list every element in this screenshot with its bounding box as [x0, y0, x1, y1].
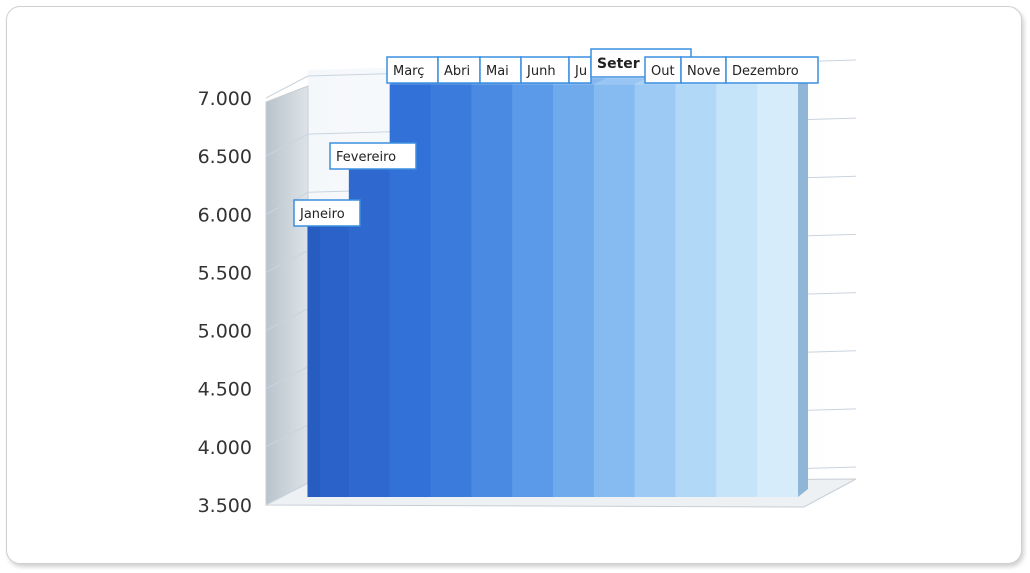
side-gridline [265, 482, 309, 506]
bar-side-face [307, 217, 320, 497]
data-label: Ju [568, 56, 592, 84]
side-gridline [265, 249, 309, 273]
svg-text:Seter: Seter [597, 56, 640, 72]
y-tick-label: 5.500 [198, 262, 252, 284]
data-label: Dezembro [725, 56, 819, 84]
side-gridline [265, 191, 309, 215]
svg-text:Out: Out [651, 64, 675, 79]
bar [553, 78, 608, 497]
svg-text:Junh: Junh [526, 64, 556, 79]
bar [757, 78, 812, 497]
side-gridline [265, 308, 309, 332]
side-gridline [265, 133, 309, 157]
data-labels: Janeiro Fevereiro Març Abri Mai Junh Ju Seter Ou… [293, 48, 819, 227]
y-tick-label: 4.000 [198, 437, 252, 459]
side-wall [265, 85, 309, 506]
bar-side-face [798, 78, 808, 497]
svg-text:Abri: Abri [444, 64, 470, 79]
bars [307, 78, 812, 497]
y-tick-label: 3.500 [198, 495, 252, 517]
svg-text:Ju: Ju [574, 64, 587, 79]
bar [430, 78, 486, 497]
side-gridline [265, 75, 309, 99]
data-label: Janeiro [293, 199, 361, 227]
side-gridline [265, 366, 309, 390]
svg-text:Nove: Nove [687, 64, 720, 79]
y-tick-label: 4.500 [198, 379, 252, 401]
data-label: Fevereiro [329, 142, 417, 170]
bar [512, 78, 567, 497]
svg-text:Març: Març [393, 64, 424, 79]
y-tick-label: 6.500 [198, 146, 252, 168]
y-tick-label: 7.000 [198, 88, 252, 110]
svg-text:Mai: Mai [486, 64, 509, 79]
svg-text:Dezembro: Dezembro [732, 64, 799, 79]
side-gridline [265, 424, 309, 448]
data-label: Nove [680, 56, 727, 84]
data-label: Out [644, 56, 682, 84]
svg-text:Janeiro: Janeiro [299, 207, 345, 222]
y-tick-label: 5.000 [198, 321, 252, 343]
data-label: Junh [520, 56, 570, 84]
bar [593, 78, 649, 497]
y-axis-ticks: 3.500 4.000 4.500 5.000 5.500 6.000 6.500 7.000 [198, 88, 252, 517]
data-label: Mai [479, 56, 522, 84]
svg-text:Fevereiro: Fevereiro [336, 150, 396, 165]
data-label: Abri [437, 56, 481, 84]
y-tick-label: 6.000 [198, 204, 252, 226]
data-label: Març [386, 56, 439, 84]
